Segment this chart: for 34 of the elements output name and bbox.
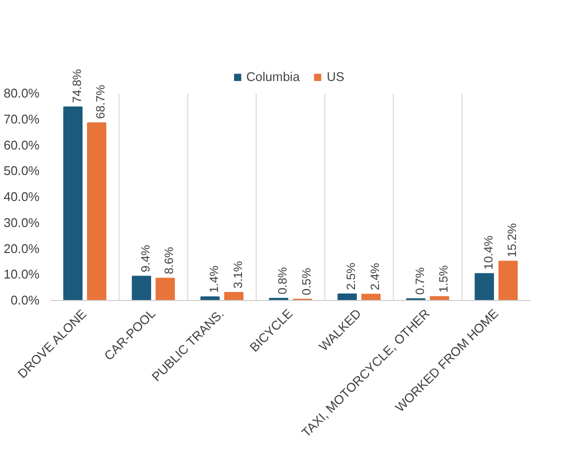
data-label: 74.8%: [70, 68, 84, 104]
legend-label: Columbia: [246, 70, 300, 84]
y-tick-label: 50.0%: [4, 164, 40, 178]
y-tick-label: 60.0%: [4, 138, 40, 152]
legend-label: US: [326, 70, 346, 84]
y-tick-label: 0.0%: [10, 294, 40, 308]
y-tick-label: 30.0%: [4, 216, 40, 230]
data-label: 1.5%: [436, 264, 451, 293]
y-tick-label: 70.0%: [4, 112, 40, 126]
y-tick-label: 10.0%: [4, 268, 40, 282]
data-label: 2.4%: [368, 262, 382, 290]
y-tick-label: 20.0%: [4, 242, 40, 256]
bar: [224, 292, 244, 300]
bar: [338, 294, 357, 300]
data-label: 8.6%: [162, 246, 176, 274]
y-tick-label: 80.0%: [4, 86, 40, 101]
bar: [474, 273, 494, 300]
data-label: 1.4%: [207, 265, 222, 293]
data-label: 9.4%: [138, 244, 152, 272]
data-label: 3.1%: [230, 260, 245, 288]
bar: [498, 260, 518, 300]
data-label: 10.4%: [481, 235, 496, 270]
data-label: 15.2%: [505, 222, 520, 258]
y-tick-label: 40.0%: [4, 190, 40, 204]
bar: [87, 122, 106, 300]
data-label: 0.7%: [412, 267, 427, 295]
data-label: 0.5%: [299, 268, 314, 296]
bar: [156, 278, 175, 300]
bar: [63, 106, 83, 300]
data-label: 2.5%: [344, 262, 358, 290]
data-label: 68.7%: [94, 84, 108, 119]
bar: [132, 276, 152, 300]
bar: [430, 296, 450, 300]
data-label: 0.8%: [276, 266, 290, 294]
